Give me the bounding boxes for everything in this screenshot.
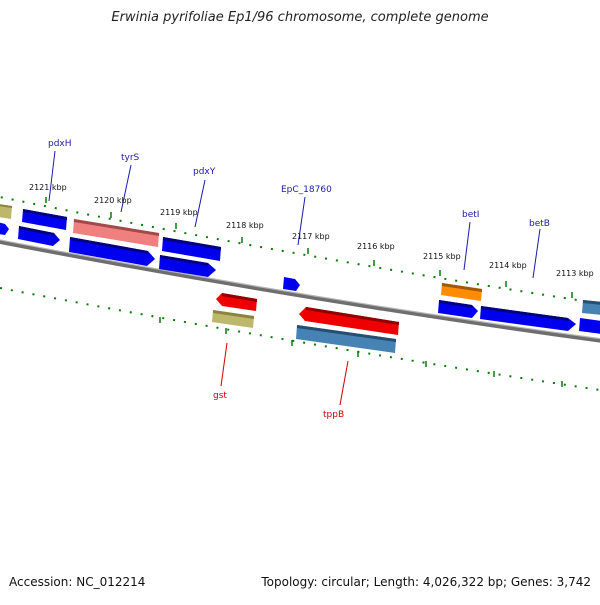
tick-labels: 2121 kbp 2120 kbp 2119 kbp 2118 kbp 2117… <box>29 183 594 278</box>
gene-label-pdxH: pdxH <box>48 139 72 149</box>
chromosome-backbone <box>0 239 600 343</box>
gene-label-betB: betB <box>529 219 550 229</box>
gene-feature <box>306 307 399 325</box>
tick-label: 2115 kbp <box>423 252 461 261</box>
gene-feature <box>283 277 300 291</box>
gene-feature <box>222 293 257 302</box>
gene-feature <box>162 237 221 261</box>
gene-feature <box>0 204 12 219</box>
tick-label: 2113 kbp <box>556 269 594 278</box>
gene-feature <box>213 310 254 319</box>
gene-feature <box>73 219 159 247</box>
gene-feature <box>163 237 221 250</box>
gene-label-tyrS: tyrS <box>121 153 140 163</box>
gene-labels: pdxH tyrS pdxY EpC_18760 betI betB gst t… <box>48 139 550 420</box>
gene-feature <box>439 300 473 308</box>
accession-label: Accession: NC_012214 <box>9 575 146 589</box>
upper-major-ticks <box>45 197 573 298</box>
gene-features <box>0 204 600 353</box>
gene-feature <box>480 306 576 331</box>
tick-label: 2117 kbp <box>292 232 330 241</box>
tick-label: 2114 kbp <box>489 261 527 270</box>
tick-label: 2120 kbp <box>94 196 132 205</box>
map-title: Erwinia pyrifoliae Ep1/96 chromosome, co… <box>111 10 489 25</box>
lower-major-ticks <box>159 317 563 387</box>
gene-feature <box>19 226 55 236</box>
genome-summary: Topology: circular; Length: 4,026,322 bp… <box>261 575 591 589</box>
gene-feature <box>22 209 67 230</box>
chromosome-backbone-highlight <box>0 239 600 340</box>
gene-feature <box>0 222 9 235</box>
tick-label: 2121 kbp <box>29 183 67 192</box>
gene-feature <box>583 300 600 305</box>
gene-feature <box>70 237 149 254</box>
tick-label: 2116 kbp <box>357 242 395 251</box>
tick-label: 2118 kbp <box>226 221 264 230</box>
gene-feature <box>296 325 396 353</box>
gene-feature <box>442 283 482 292</box>
upper-scale-line <box>0 196 600 305</box>
tick-label: 2119 kbp <box>160 208 198 217</box>
gene-feature <box>159 255 216 277</box>
gene-feature <box>74 219 159 236</box>
gene-feature <box>297 325 396 342</box>
gene-feature <box>160 255 209 266</box>
gene-label-tppB: tppB <box>323 410 344 420</box>
gene-feature <box>18 226 60 246</box>
gene-label-epc18760: EpC_18760 <box>281 185 332 195</box>
gene-label-pdxY: pdxY <box>193 167 216 177</box>
gene-feature <box>481 306 569 321</box>
gene-feature <box>23 209 67 220</box>
gene-feature <box>579 318 600 334</box>
gene-feature <box>299 307 399 335</box>
gene-feature <box>69 237 155 266</box>
gene-label-gst: gst <box>213 391 227 401</box>
label-leaders <box>48 150 541 406</box>
gene-label-betI: betI <box>462 210 479 220</box>
gene-feature <box>0 204 12 208</box>
